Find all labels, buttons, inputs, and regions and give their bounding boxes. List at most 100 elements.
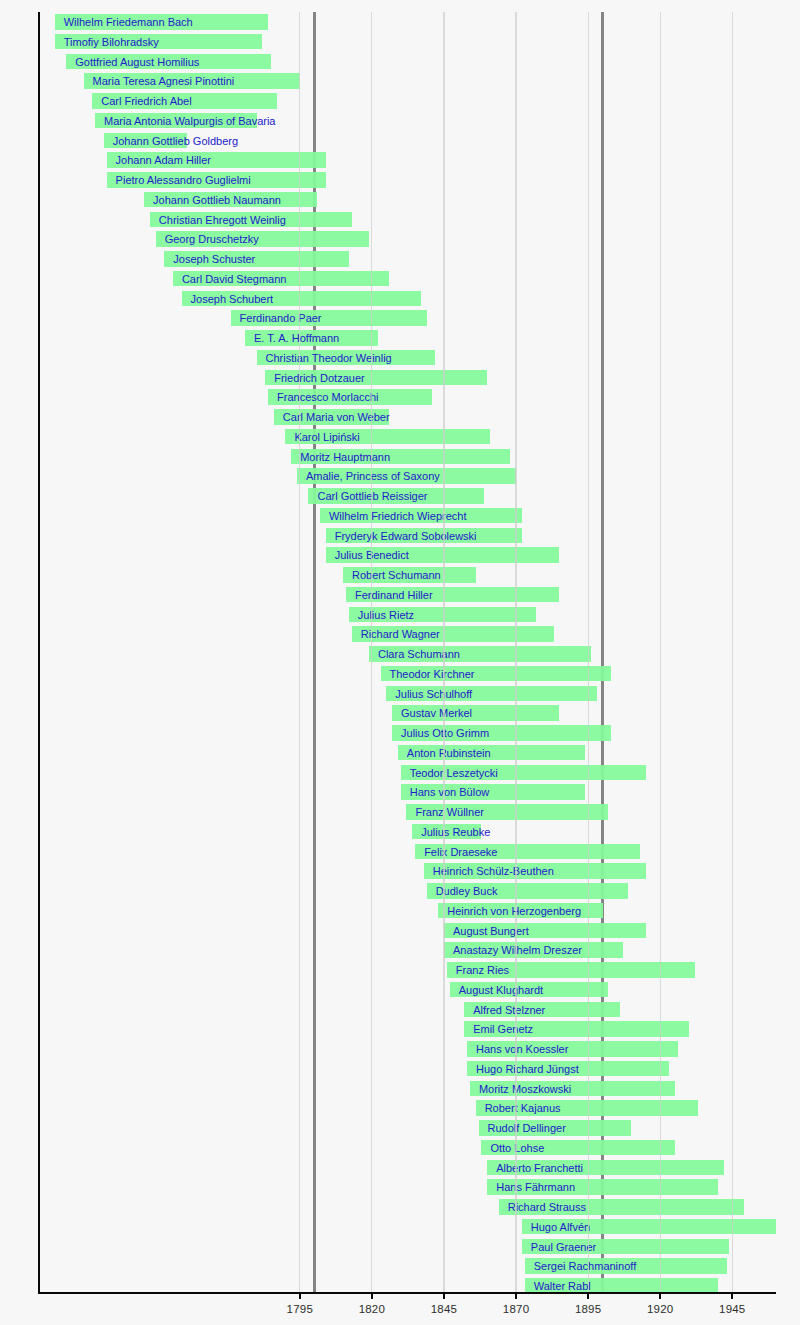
- lifespan-bar[interactable]: Theodor Kirchner: [381, 666, 612, 682]
- composer-name-link[interactable]: Christian Ehregott Weinlig: [159, 212, 286, 228]
- lifespan-bar[interactable]: Alfred Stelzner: [464, 1002, 620, 1018]
- lifespan-bar[interactable]: Paul Graener: [522, 1239, 730, 1255]
- lifespan-bar[interactable]: Pietro Alessandro Guglielmi: [107, 172, 326, 188]
- composer-name-link[interactable]: Hans von Bülow: [410, 784, 490, 800]
- composer-name-link[interactable]: Ferdinando Paer: [240, 310, 322, 326]
- composer-name-link[interactable]: E. T. A. Hoffmann: [254, 330, 339, 346]
- composer-name-link[interactable]: Hugo Richard Jüngst: [476, 1061, 579, 1077]
- lifespan-bar[interactable]: Moritz Moszkowski: [470, 1081, 675, 1097]
- lifespan-bar[interactable]: Joseph Schubert: [182, 291, 421, 307]
- composer-name-link[interactable]: Heinrich Schülz-Beuthen: [433, 863, 554, 879]
- composer-name-link[interactable]: August Bungert: [453, 923, 529, 939]
- lifespan-bar[interactable]: Sergei Rachmaninoff: [525, 1258, 727, 1274]
- composer-name-link[interactable]: Alfred Stelzner: [473, 1002, 545, 1018]
- composer-name-link[interactable]: Emil Genetz: [473, 1021, 533, 1037]
- composer-name-link[interactable]: Timofiy Bilohradsky: [64, 34, 159, 50]
- lifespan-bar[interactable]: Teodor Leszetycki: [401, 765, 646, 781]
- lifespan-bar[interactable]: Hans von Bülow: [401, 784, 586, 800]
- composer-name-link[interactable]: Felix Draeseke: [424, 844, 497, 860]
- lifespan-bar[interactable]: Walter Rabl: [525, 1278, 718, 1294]
- composer-name-link[interactable]: Johann Adam Hiller: [116, 152, 211, 168]
- composer-name-link[interactable]: Anton Rubinstein: [407, 745, 491, 761]
- lifespan-bar[interactable]: Richard Wagner: [352, 626, 554, 642]
- lifespan-bar[interactable]: August Bungert: [444, 923, 646, 939]
- lifespan-bar[interactable]: E. T. A. Hoffmann: [245, 330, 378, 346]
- composer-name-link[interactable]: Francesco Morlacchi: [277, 389, 378, 405]
- lifespan-bar[interactable]: Fryderyk Edward Sobolewski: [326, 528, 522, 544]
- lifespan-bar[interactable]: Felix Draeseke: [415, 844, 640, 860]
- composer-name-link[interactable]: August Klughardt: [459, 982, 543, 998]
- lifespan-bar[interactable]: Franz Ries: [447, 962, 695, 978]
- lifespan-bar[interactable]: Wilhelm Friedemann Bach: [55, 14, 268, 30]
- composer-name-link[interactable]: Hans von Koessler: [476, 1041, 568, 1057]
- lifespan-bar[interactable]: August Klughardt: [450, 982, 609, 998]
- composer-name-link[interactable]: Julius Schulhoff: [395, 686, 472, 702]
- composer-name-link[interactable]: Paul Graener: [531, 1239, 596, 1255]
- lifespan-bar[interactable]: Christian Theodor Weinlig: [257, 350, 436, 366]
- lifespan-bar[interactable]: Timofiy Bilohradsky: [55, 34, 263, 50]
- lifespan-bar[interactable]: Johann Gottlieb Naumann: [144, 192, 317, 208]
- lifespan-bar[interactable]: Carl Friedrich Abel: [92, 93, 277, 109]
- composer-name-link[interactable]: Dudley Buck: [436, 883, 498, 899]
- composer-name-link[interactable]: Robert Schumann: [352, 567, 441, 583]
- composer-name-link[interactable]: Hans Fährmann: [496, 1179, 575, 1195]
- composer-name-link[interactable]: Richard Wagner: [361, 626, 440, 642]
- composer-name-link[interactable]: Sergei Rachmaninoff: [534, 1258, 637, 1274]
- composer-name-link[interactable]: Fryderyk Edward Sobolewski: [335, 528, 477, 544]
- composer-name-link[interactable]: Amalie, Princess of Saxony: [306, 468, 440, 484]
- lifespan-bar[interactable]: Maria Antonia Walpurgis of Bavaria: [95, 113, 256, 129]
- lifespan-bar[interactable]: Hans Fährmann: [487, 1179, 718, 1195]
- composer-name-link[interactable]: Maria Teresa Agnesi Pinottini: [93, 73, 235, 89]
- composer-name-link[interactable]: Anastazy Wilhelm Dreszer: [453, 942, 582, 958]
- lifespan-bar[interactable]: Hugo Richard Jüngst: [467, 1061, 669, 1077]
- lifespan-bar[interactable]: Julius Reubke: [412, 824, 481, 840]
- composer-name-link[interactable]: Carl David Stegmann: [182, 271, 287, 287]
- composer-name-link[interactable]: Theodor Kirchner: [390, 666, 475, 682]
- composer-name-link[interactable]: Teodor Leszetycki: [410, 765, 498, 781]
- composer-name-link[interactable]: Karol Lipiński: [294, 429, 359, 445]
- lifespan-bar[interactable]: Karol Lipiński: [285, 429, 490, 445]
- lifespan-bar[interactable]: Heinrich Schülz-Beuthen: [424, 863, 646, 879]
- composer-name-link[interactable]: Franz Ries: [456, 962, 509, 978]
- composer-name-link[interactable]: Heinrich von Herzogenberg: [447, 903, 581, 919]
- composer-name-link[interactable]: Richard Strauss: [508, 1199, 586, 1215]
- composer-name-link[interactable]: Wilhelm Friedemann Bach: [64, 14, 193, 30]
- lifespan-bar[interactable]: Anastazy Wilhelm Dreszer: [444, 942, 623, 958]
- lifespan-bar[interactable]: Alberto Franchetti: [487, 1160, 723, 1176]
- lifespan-bar[interactable]: Ferdinando Paer: [231, 310, 427, 326]
- composer-name-link[interactable]: Carl Friedrich Abel: [101, 93, 191, 109]
- lifespan-bar[interactable]: Carl Gottlieb Reissiger: [308, 488, 484, 504]
- lifespan-bar[interactable]: Julius Schulhoff: [386, 686, 596, 702]
- lifespan-bar[interactable]: Hugo Alfvén: [522, 1219, 776, 1235]
- lifespan-bar[interactable]: Ferdinand Hiller: [346, 587, 559, 603]
- composer-name-link[interactable]: Franz Wüllner: [415, 804, 483, 820]
- composer-name-link[interactable]: Robert Kajanus: [485, 1100, 561, 1116]
- composer-name-link[interactable]: Rudolf Dellinger: [488, 1120, 566, 1136]
- lifespan-bar[interactable]: Otto Lohse: [481, 1140, 674, 1156]
- lifespan-bar[interactable]: Amalie, Princess of Saxony: [297, 468, 516, 484]
- composer-name-link[interactable]: Johann Gottlieb Goldberg: [113, 133, 238, 149]
- composer-name-link[interactable]: Julius Rietz: [358, 607, 414, 623]
- composer-name-link[interactable]: Moritz Moszkowski: [479, 1081, 571, 1097]
- lifespan-bar[interactable]: Gottfried August Homilius: [66, 54, 271, 70]
- lifespan-bar[interactable]: Johann Adam Hiller: [107, 152, 326, 168]
- lifespan-bar[interactable]: Christian Ehregott Weinlig: [150, 212, 352, 228]
- lifespan-bar[interactable]: Franz Wüllner: [406, 804, 608, 820]
- lifespan-bar[interactable]: Heinrich von Herzogenberg: [438, 903, 602, 919]
- lifespan-bar[interactable]: Anton Rubinstein: [398, 745, 585, 761]
- lifespan-bar[interactable]: Georg Druschetzky: [156, 231, 369, 247]
- lifespan-bar[interactable]: Emil Genetz: [464, 1021, 689, 1037]
- lifespan-bar[interactable]: Richard Strauss: [499, 1199, 744, 1215]
- composer-name-link[interactable]: Wilhelm Friedrich Wieprecht: [329, 508, 467, 524]
- composer-name-link[interactable]: Friedrich Dotzauer: [274, 370, 364, 386]
- lifespan-bar[interactable]: Dudley Buck: [427, 883, 629, 899]
- composer-name-link[interactable]: Ferdinand Hiller: [355, 587, 433, 603]
- lifespan-bar[interactable]: Gustav Merkel: [392, 705, 559, 721]
- composer-name-link[interactable]: Julius Reubke: [421, 824, 490, 840]
- lifespan-bar[interactable]: Joseph Schuster: [164, 251, 349, 267]
- lifespan-bar[interactable]: Francesco Morlacchi: [268, 389, 432, 405]
- lifespan-bar[interactable]: Hans von Koessler: [467, 1041, 677, 1057]
- lifespan-bar[interactable]: Robert Schumann: [343, 567, 476, 583]
- composer-name-link[interactable]: Otto Lohse: [490, 1140, 544, 1156]
- composer-name-link[interactable]: Pietro Alessandro Guglielmi: [116, 172, 251, 188]
